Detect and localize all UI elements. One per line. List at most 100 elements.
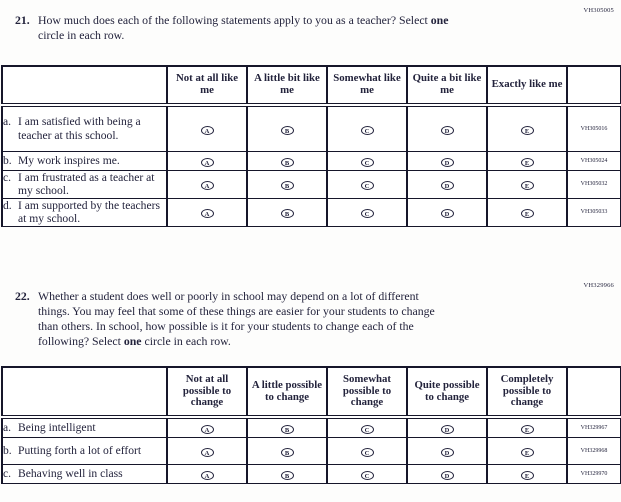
question-22-response-table: Not at all possible to change A little p… xyxy=(1,366,621,484)
table-row: c. Behaving well in class A B C D E VH329… xyxy=(1,464,621,484)
answer-bubble-b[interactable]: B xyxy=(280,471,294,480)
answer-cell: C xyxy=(326,464,408,484)
answer-cell: C xyxy=(326,437,408,465)
row-code: VH305024 xyxy=(566,150,621,171)
answer-cell: C xyxy=(326,416,408,438)
answer-bubble-a[interactable]: A xyxy=(200,471,214,480)
q21-col-header-3: Somewhat like me xyxy=(326,65,408,107)
statement-text: I am satisfied with being a teacher at t… xyxy=(18,115,141,142)
answer-cell: A xyxy=(166,437,248,465)
answer-cell: B xyxy=(246,464,328,484)
answer-bubble-d[interactable]: D xyxy=(440,181,454,190)
answer-cell: D xyxy=(406,416,488,438)
answer-bubble-b[interactable]: B xyxy=(280,157,294,167)
answer-cell: E xyxy=(486,169,568,199)
answer-cell: B xyxy=(246,150,328,171)
q21-col-header-2: A little bit like me xyxy=(246,65,328,107)
answer-bubble-e[interactable]: E xyxy=(520,209,534,218)
answer-bubble-d[interactable]: D xyxy=(440,209,454,218)
answer-bubble-b[interactable]: B xyxy=(280,425,294,434)
answer-cell: A xyxy=(166,416,248,438)
answer-cell: B xyxy=(246,416,328,438)
answer-cell: B xyxy=(246,197,328,227)
table-row: c. I am frustrated as a teacher at my sch… xyxy=(1,169,621,199)
answer-bubble-c[interactable]: C xyxy=(360,425,374,434)
statement-cell: b. Putting forth a lot of effort xyxy=(1,437,168,465)
answer-bubble-b[interactable]: B xyxy=(280,125,294,135)
answer-bubble-c[interactable]: C xyxy=(360,125,374,135)
q22-col-header-5: Completely possible to change xyxy=(486,366,568,419)
statement-cell: c. I am frustrated as a teacher at my sch… xyxy=(1,169,168,199)
statement-cell: c. Behaving well in class xyxy=(1,464,168,484)
question-22-text-pre: Whether a student does well or poorly in… xyxy=(38,289,435,348)
answer-bubble-e[interactable]: E xyxy=(520,181,534,190)
answer-bubble-c[interactable]: C xyxy=(360,471,374,480)
answer-bubble-d[interactable]: D xyxy=(440,425,454,434)
answer-cell: C xyxy=(326,169,408,199)
answer-bubble-b[interactable]: B xyxy=(280,448,294,457)
q21-col-header-4: Quite a bit like me xyxy=(406,65,488,107)
table-row: a. I am satisfied with being a teacher at… xyxy=(1,104,621,152)
answer-bubble-b[interactable]: B xyxy=(280,209,294,218)
answer-bubble-e[interactable]: E xyxy=(520,471,534,480)
row-code: VH305016 xyxy=(566,104,621,152)
row-code: VH329968 xyxy=(566,437,621,465)
answer-bubble-c[interactable]: C xyxy=(360,181,374,190)
question-21-response-table: Not at all like me A little bit like me … xyxy=(1,65,621,227)
answer-cell: E xyxy=(486,150,568,171)
answer-bubble-a[interactable]: A xyxy=(200,448,214,457)
question-21-text-post: circle in each row. xyxy=(38,27,125,42)
q22-col-header-1: Not at all possible to change xyxy=(166,366,248,419)
answer-cell: E xyxy=(486,197,568,227)
statement-cell: d. I am supported by the teachers at my s… xyxy=(1,197,168,227)
question-21-text-pre: How much does each of the following stat… xyxy=(38,13,431,27)
question-22-text-post: circle in each row. xyxy=(141,333,231,348)
statement-letter: c. xyxy=(3,467,12,481)
answer-bubble-a[interactable]: A xyxy=(200,209,214,218)
statement-text: Putting forth a lot of effort xyxy=(18,444,142,458)
answer-cell: E xyxy=(486,464,568,484)
answer-bubble-a[interactable]: A xyxy=(200,125,214,135)
answer-bubble-c[interactable]: C xyxy=(360,157,374,167)
item-code-q21: VH305005 xyxy=(583,7,614,14)
answer-bubble-a[interactable]: A xyxy=(200,157,214,167)
answer-bubble-a[interactable]: A xyxy=(200,425,214,434)
statement-text: Behaving well in class xyxy=(18,467,123,481)
answer-bubble-d[interactable]: D xyxy=(440,448,454,457)
answer-bubble-b[interactable]: B xyxy=(280,181,294,190)
answer-cell: A xyxy=(166,104,248,152)
answer-bubble-d[interactable]: D xyxy=(440,157,454,167)
q22-header-code-empty xyxy=(566,366,621,419)
statement-text: Being intelligent xyxy=(18,421,96,435)
statement-cell: b. My work inspires me. xyxy=(1,150,168,171)
answer-bubble-c[interactable]: C xyxy=(360,448,374,457)
answer-bubble-e[interactable]: E xyxy=(520,125,534,135)
answer-cell: E xyxy=(486,437,568,465)
answer-cell: D xyxy=(406,169,488,199)
answer-bubble-d[interactable]: D xyxy=(440,471,454,480)
answer-bubble-e[interactable]: E xyxy=(520,425,534,434)
answer-bubble-e[interactable]: E xyxy=(520,157,534,167)
row-code: VH305033 xyxy=(566,197,621,227)
answer-cell: C xyxy=(326,104,408,152)
answer-cell: D xyxy=(406,197,488,227)
answer-bubble-e[interactable]: E xyxy=(520,448,534,457)
answer-bubble-c[interactable]: C xyxy=(360,209,374,218)
answer-cell: D xyxy=(406,150,488,171)
statement-letter: a. xyxy=(3,115,12,129)
question-22-text-bold: one xyxy=(123,333,142,348)
question-21-text-bold: one xyxy=(430,13,449,27)
answer-bubble-d[interactable]: D xyxy=(440,125,454,135)
answer-cell: B xyxy=(246,437,328,465)
answer-cell: D xyxy=(406,437,488,465)
q21-header-empty xyxy=(1,65,168,107)
answer-cell: C xyxy=(326,150,408,171)
q21-col-header-1: Not at all like me xyxy=(166,65,248,107)
row-code: VH305032 xyxy=(566,169,621,199)
answer-bubble-a[interactable]: A xyxy=(200,181,214,190)
answer-cell: A xyxy=(166,169,248,199)
answer-cell: E xyxy=(486,416,568,438)
answer-cell: A xyxy=(166,150,248,171)
table-row: b. My work inspires me. A B C D E VH30502… xyxy=(1,150,621,171)
